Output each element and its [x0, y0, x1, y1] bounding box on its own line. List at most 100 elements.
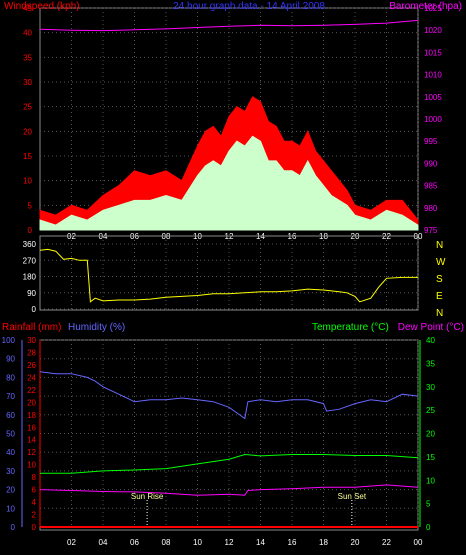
rainfall-tick-label: 28 [27, 348, 36, 357]
barometer-tick-label: 1020 [424, 26, 442, 35]
direction-axis-ticks: 0 90 180 270 360 [23, 240, 37, 314]
wind-area-series [39, 135, 419, 231]
temperature-tick-label: 30 [426, 383, 435, 392]
rainfall-tick-label: 30 [27, 336, 36, 345]
humidity-tick-label: 20 [6, 486, 15, 495]
humidity-tick-label: 30 [6, 467, 15, 476]
humidity-tick-label: 50 [6, 430, 15, 439]
sun-annotation-label: Sun Rise [131, 492, 164, 501]
temperature-tick-label: 40 [426, 336, 435, 345]
rainfall-tick-label: 6 [32, 486, 37, 495]
rainfall-tick-label: 2 [32, 511, 37, 520]
barometer-tick-label: 990 [424, 159, 438, 168]
windspeed-tick-label: 0 [28, 226, 33, 235]
direction-tick-label: 180 [23, 273, 37, 282]
rainfall-tick-label: 24 [27, 373, 36, 382]
barometer-tick-label: 1005 [424, 93, 442, 102]
direction-tick-label: 360 [23, 240, 37, 249]
windspeed-tick-label: 25 [23, 103, 32, 112]
compass-label: N [436, 240, 443, 251]
windspeed-axis-label: Windspeed (kph) [4, 1, 80, 12]
rainfall-tick-label: 14 [27, 436, 36, 445]
temp-humidity-series [39, 371, 419, 528]
temp-humidity-panel: Rainfall (mm) Humidity (%) Temperature (… [2, 322, 464, 547]
compass-label: N [436, 308, 443, 319]
climate-line-series [39, 371, 419, 420]
humidity-tick-label: 100 [2, 336, 16, 345]
rainfall-tick-label: 26 [27, 361, 36, 370]
temperature-tick-label: 10 [426, 476, 435, 485]
humidity-tick-label: 90 [6, 355, 15, 364]
time-tick-label: 18 [319, 538, 328, 547]
windspeed-axis-ticks: 0 5 10 15 20 25 30 35 40 45 [23, 4, 32, 235]
rainfall-tick-label: 16 [27, 423, 36, 432]
rainfall-tick-label: 0 [32, 523, 37, 532]
windspeed-tick-label: 10 [23, 177, 32, 186]
chart-title: 24 hour graph data - 14 April 2008 [173, 1, 325, 12]
temperature-tick-label: 35 [426, 359, 435, 368]
humidity-tick-label: 10 [6, 504, 15, 513]
climate-line-series [39, 484, 419, 496]
rainfall-tick-label: 8 [32, 473, 37, 482]
barometer-tick-label: 1000 [424, 115, 442, 124]
barometer-tick-label: 1010 [424, 71, 442, 80]
humidity-tick-label: 40 [6, 448, 15, 457]
windspeed-tick-label: 35 [23, 53, 32, 62]
dewpoint-axis-label: Dew Point (°C) [398, 322, 464, 333]
sun-annotation-label: Sun Set [338, 492, 367, 501]
temperature-tick-label: 20 [426, 430, 435, 439]
climate-line-series [40, 453, 419, 474]
humidity-tick-label: 70 [6, 392, 15, 401]
windspeed-tick-label: 20 [23, 127, 32, 136]
humidity-axis-label: Humidity (%) [68, 322, 125, 333]
humidity-tick-label: 60 [6, 411, 15, 420]
windspeed-tick-label: 15 [23, 152, 32, 161]
windspeed-tick-label: 30 [23, 78, 32, 87]
barometer-tick-label: 985 [424, 182, 438, 191]
windspeed-tick-label: 40 [23, 29, 32, 38]
barometer-axis-label: Barometer (hpa) [389, 1, 462, 12]
windspeed-tick-label: 5 [28, 201, 33, 210]
time-tick-label: 12 [225, 538, 234, 547]
rainfall-tick-label: 18 [27, 411, 36, 420]
temperature-tick-label: 15 [426, 453, 435, 462]
humidity-axis-ticks: 0 10 20 30 40 50 60 70 80 90 100 [2, 336, 23, 532]
barometer-tick-label: 1025 [424, 4, 442, 13]
temperature-tick-label: 5 [426, 500, 431, 509]
sun-annotations: Sun Rise Sun Set [131, 492, 367, 527]
wind-direction-line-series [39, 248, 418, 303]
temperature-tick-label: 25 [426, 406, 435, 415]
barometer-tick-label: 995 [424, 137, 438, 146]
barometer-line-series [39, 19, 419, 32]
rainfall-tick-label: 20 [27, 398, 36, 407]
wind-direction-series [39, 248, 418, 303]
compass-label: E [436, 291, 443, 302]
barometer-tick-label: 975 [424, 226, 438, 235]
time-tick-label: 04 [99, 538, 108, 547]
rainfall-tick-label: 22 [27, 386, 36, 395]
time-tick-label: 10 [193, 538, 202, 547]
windspeed-tick-label: 45 [23, 4, 32, 13]
rainfall-tick-label: 4 [32, 498, 37, 507]
wind-direction-grid [40, 236, 419, 310]
time-tick-label: 08 [162, 538, 171, 547]
compass-label: S [436, 274, 443, 285]
barometer-tick-label: 1015 [424, 48, 442, 57]
rainfall-tick-label: 12 [27, 448, 36, 457]
temperature-tick-label: 0 [426, 523, 431, 532]
rainfall-tick-label: 10 [27, 461, 36, 470]
barometer-axis-ticks: 975 980 985 990 995 1000 1005 1010 1015 1020 1025 [424, 4, 442, 235]
temp-time-axis-ticks: 02 04 06 08 10 12 14 16 18 20 22 00 [67, 538, 423, 547]
direction-tick-label: 0 [32, 305, 37, 314]
time-tick-label: 16 [288, 538, 297, 547]
time-tick-label: 20 [351, 538, 360, 547]
time-tick-label: 22 [382, 538, 391, 547]
time-tick-label: 02 [67, 538, 76, 547]
direction-tick-label: 270 [23, 256, 37, 265]
rainfall-axis-label: Rainfall (mm) [2, 322, 61, 333]
time-tick-label: 00 [414, 538, 423, 547]
